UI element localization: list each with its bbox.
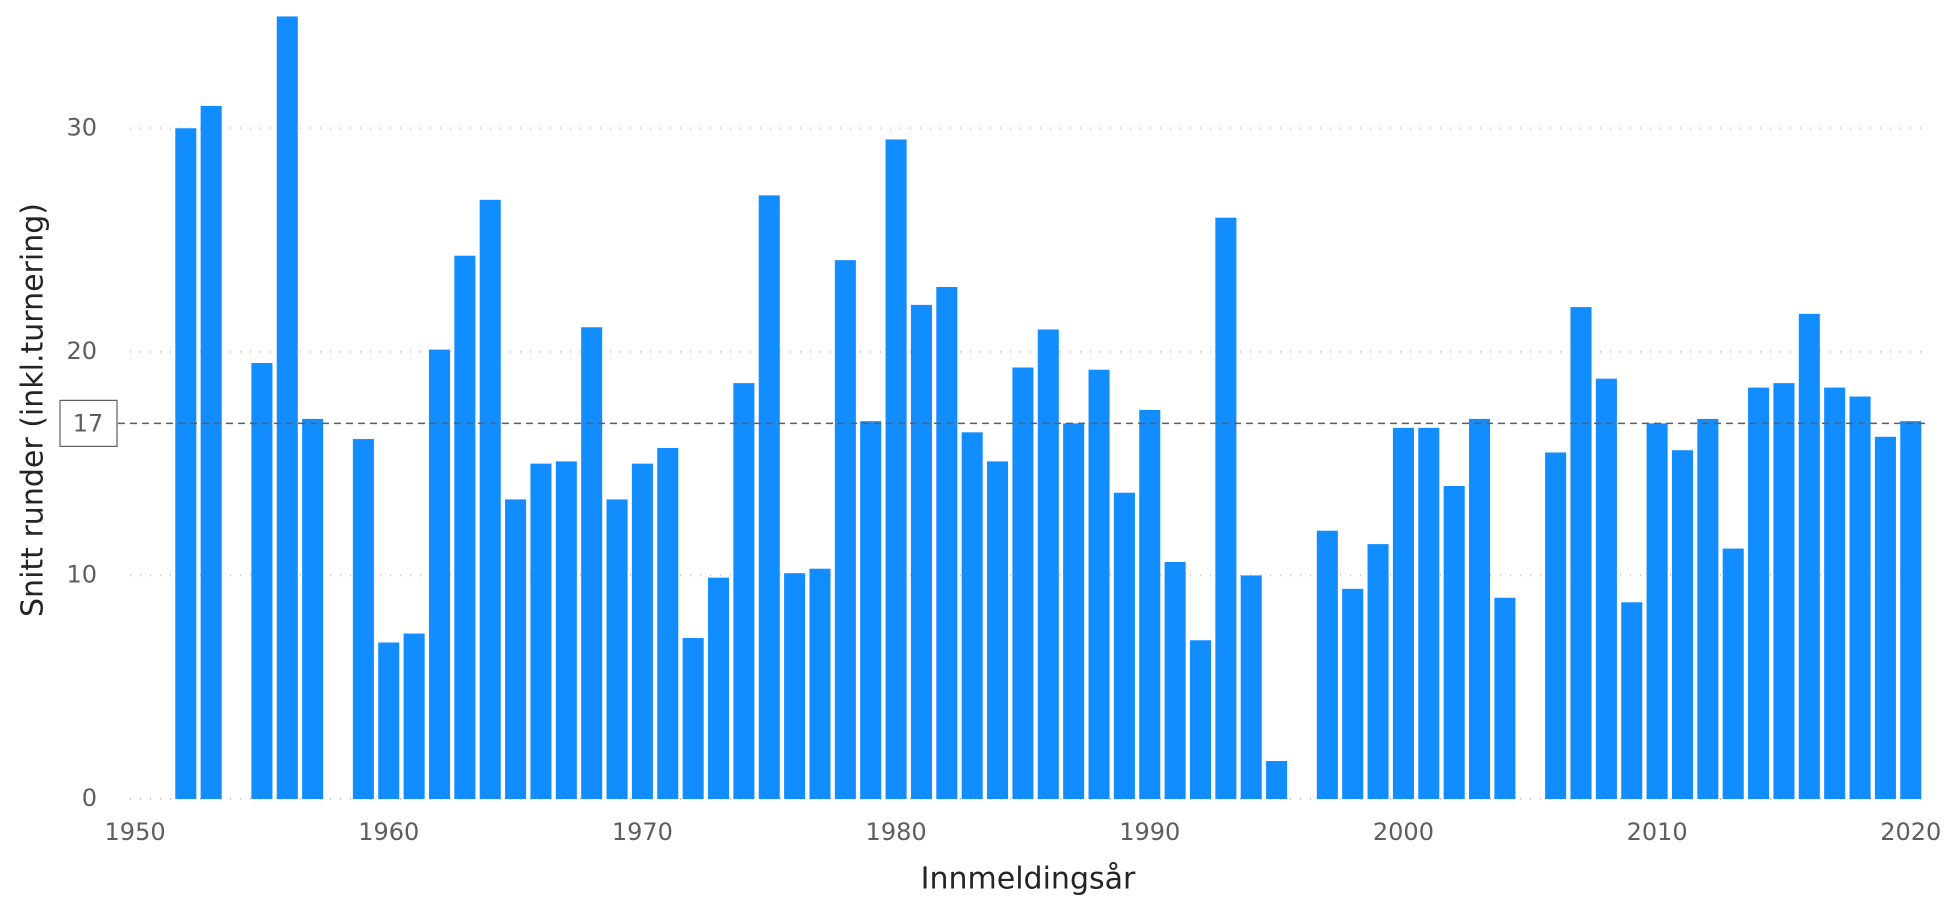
bar bbox=[251, 363, 273, 799]
bar bbox=[1595, 378, 1617, 799]
bar bbox=[1824, 387, 1846, 799]
bar bbox=[1874, 436, 1896, 799]
bar bbox=[352, 439, 374, 799]
bar bbox=[809, 568, 831, 799]
bar bbox=[175, 128, 197, 800]
x-tick-label: 2020 bbox=[1880, 818, 1941, 846]
y-tick-label: 30 bbox=[66, 113, 97, 141]
x-tick-label: 1960 bbox=[358, 818, 419, 846]
bar bbox=[1316, 530, 1338, 799]
bar bbox=[1697, 418, 1719, 799]
bar bbox=[378, 642, 400, 799]
bar bbox=[784, 573, 806, 799]
bar bbox=[581, 327, 603, 799]
bar bbox=[1392, 427, 1414, 799]
bar bbox=[1189, 640, 1212, 799]
x-tick-label: 1980 bbox=[866, 818, 927, 846]
y-tick-label: 0 bbox=[82, 784, 97, 812]
y-tick-label: 10 bbox=[66, 560, 97, 588]
bar bbox=[834, 260, 856, 799]
bar bbox=[631, 463, 653, 799]
bar bbox=[1545, 452, 1567, 799]
bar bbox=[1164, 562, 1186, 799]
bar bbox=[1266, 760, 1288, 799]
bar bbox=[1215, 217, 1237, 799]
bar bbox=[1621, 602, 1643, 799]
bar bbox=[555, 461, 577, 799]
bar bbox=[961, 432, 983, 799]
bar bbox=[1088, 369, 1110, 799]
bar bbox=[1494, 597, 1516, 799]
bar bbox=[1012, 367, 1034, 799]
bar bbox=[1469, 418, 1491, 799]
bar bbox=[302, 418, 324, 799]
bar bbox=[1722, 548, 1744, 799]
bar bbox=[1063, 423, 1085, 799]
bar bbox=[1748, 387, 1770, 799]
bar bbox=[1240, 575, 1262, 799]
bar bbox=[657, 447, 679, 799]
bar bbox=[428, 349, 451, 799]
bar bbox=[987, 461, 1009, 799]
bar bbox=[276, 16, 298, 799]
y-axis-title: Snitt runder (inkl.turnering) bbox=[16, 203, 51, 617]
reference-label: 17 bbox=[73, 409, 104, 437]
bar bbox=[1849, 396, 1871, 799]
x-tick-label: 2010 bbox=[1627, 818, 1688, 846]
bar bbox=[860, 421, 882, 799]
bar bbox=[1342, 588, 1364, 799]
bar bbox=[910, 304, 932, 799]
bar bbox=[454, 255, 476, 799]
x-tick-label: 1970 bbox=[612, 818, 673, 846]
bar bbox=[682, 638, 704, 799]
bar bbox=[606, 499, 628, 799]
bar bbox=[885, 139, 907, 800]
x-axis-title: Innmeldingsår bbox=[921, 862, 1136, 897]
bar bbox=[1900, 421, 1922, 799]
bar bbox=[403, 633, 425, 799]
bar bbox=[1773, 383, 1795, 799]
bar bbox=[733, 383, 755, 799]
bar bbox=[1139, 409, 1161, 799]
y-tick-label: 20 bbox=[66, 337, 97, 365]
bar bbox=[1671, 450, 1694, 799]
bar bbox=[1798, 313, 1820, 799]
bar bbox=[1037, 329, 1059, 799]
bar bbox=[1367, 544, 1389, 799]
reference-label-box bbox=[59, 399, 118, 447]
bar bbox=[530, 463, 552, 799]
bar bbox=[936, 287, 958, 799]
bar bbox=[1418, 427, 1440, 799]
bar bbox=[1570, 307, 1592, 799]
bar bbox=[1113, 492, 1135, 799]
x-tick-label: 2000 bbox=[1373, 818, 1434, 846]
bar bbox=[707, 577, 730, 799]
bar bbox=[1443, 485, 1465, 799]
bar bbox=[758, 195, 780, 800]
bar bbox=[1646, 423, 1668, 799]
x-tick-label: 1950 bbox=[105, 818, 166, 846]
bar bbox=[200, 105, 222, 799]
bar bbox=[505, 499, 527, 799]
x-tick-label: 1990 bbox=[1119, 818, 1180, 846]
bar bbox=[479, 199, 501, 799]
